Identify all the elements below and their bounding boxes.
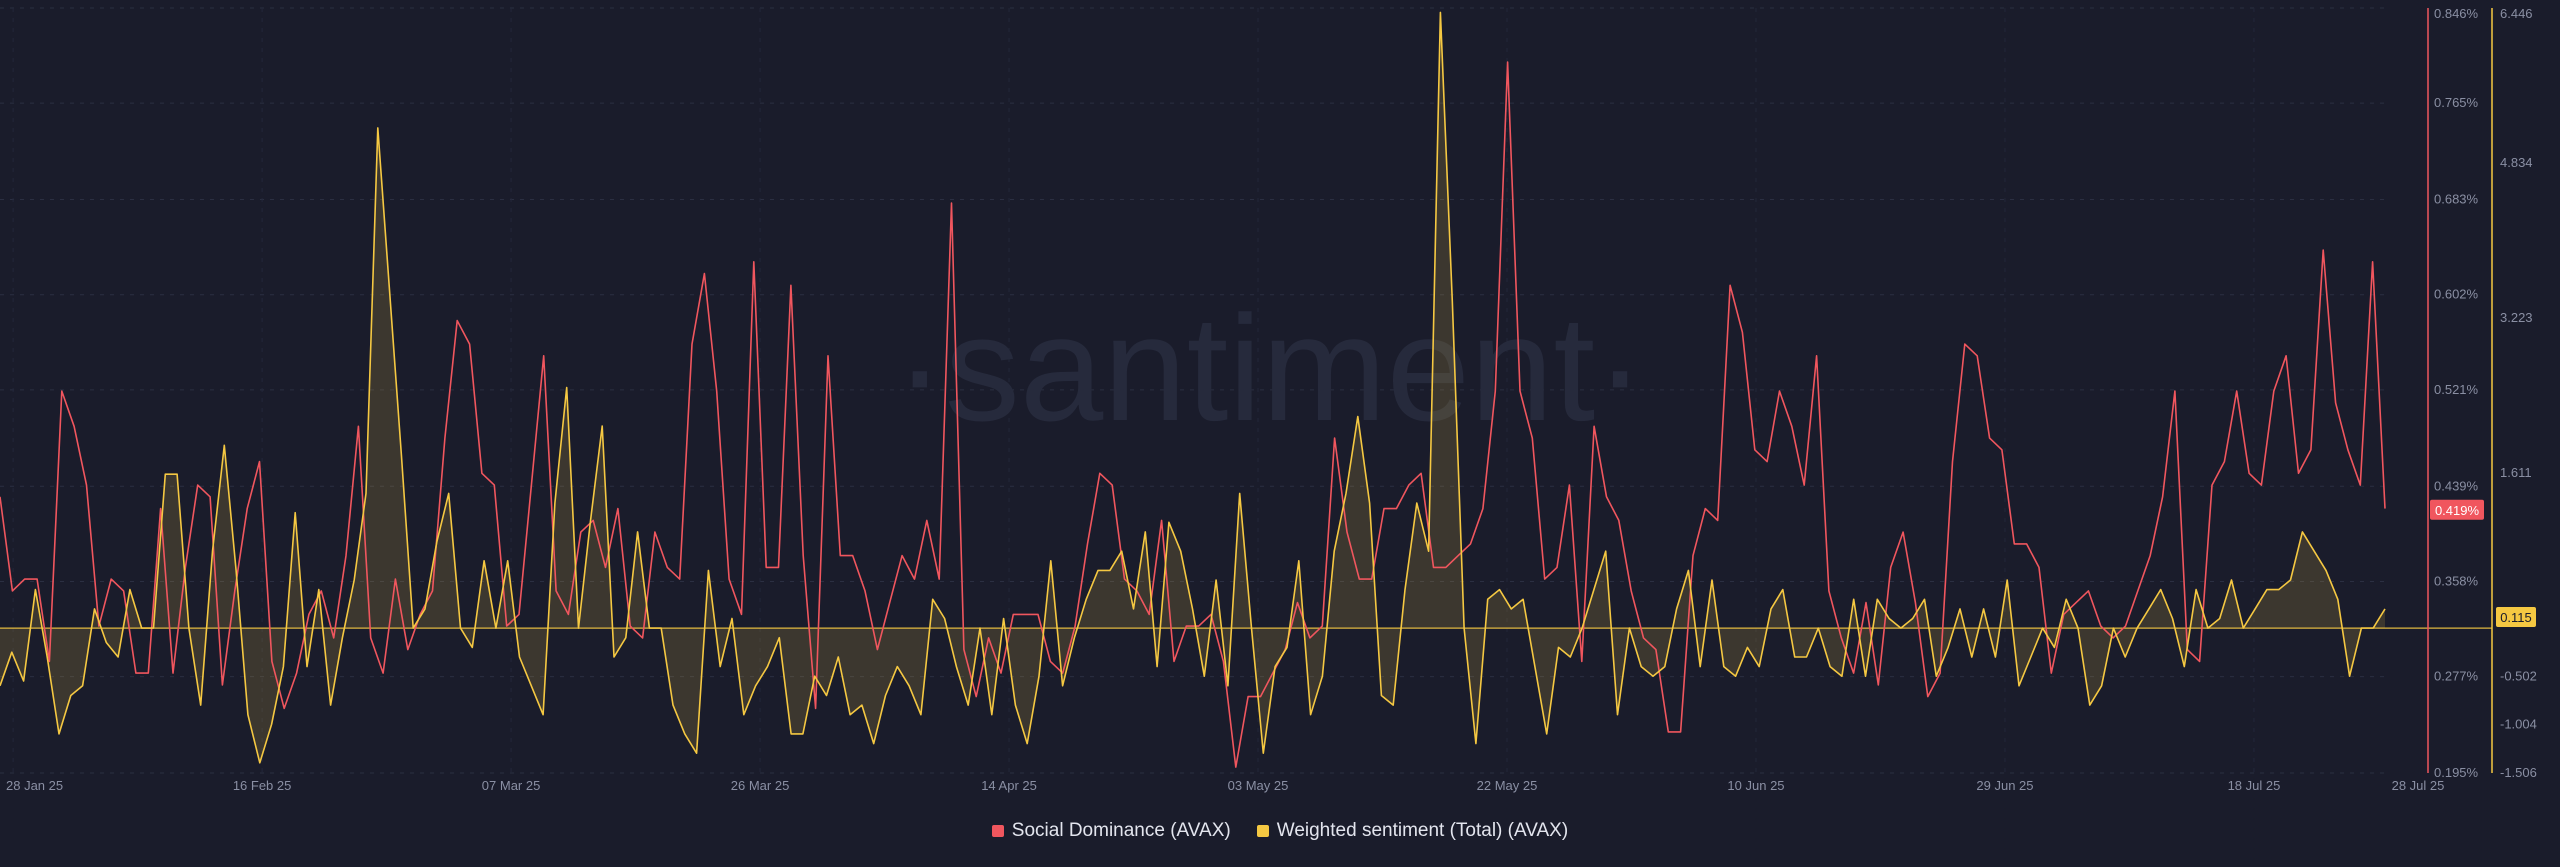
x-tick-label: 07 Mar 25 [482, 778, 541, 793]
x-tick-label: 14 Apr 25 [981, 778, 1037, 793]
legend-label-weighted-sentiment: Weighted sentiment (Total) (AVAX) [1276, 820, 1569, 841]
x-tick-label: 26 Mar 25 [731, 778, 790, 793]
x-tick-label: 28 Jan 25 [6, 778, 63, 793]
series-line-social-dominance [0, 61, 2386, 768]
x-tick-label: 18 Jul 25 [2228, 778, 2281, 793]
y-tick-label-social-dominance: 0.602% [2434, 287, 2479, 302]
x-tick-label: 28 Jul 25 [2392, 778, 2445, 793]
y-tick-label-weighted-sentiment: -0.502 [2500, 668, 2537, 683]
series-lines [0, 11, 2386, 768]
legend-label-social-dominance: Social Dominance (AVAX) [1011, 820, 1231, 841]
y-tick-label-weighted-sentiment: 6.446 [2500, 6, 2533, 21]
y-tick-label-social-dominance: 0.439% [2434, 478, 2479, 493]
legend-item-social-dominance[interactable]: Social Dominance (AVAX) [991, 820, 1231, 842]
grid [0, 7, 2385, 774]
legend-swatch-social-dominance [991, 825, 1004, 837]
y-tick-label-social-dominance: 0.683% [2434, 192, 2479, 207]
x-tick-label: 16 Feb 25 [233, 778, 292, 793]
current-value-label-weighted-sentiment: 0.115 [2500, 610, 2532, 625]
watermark: ·santiment· [895, 284, 1645, 452]
y-tick-label-weighted-sentiment: -1.004 [2500, 717, 2537, 732]
current-value-badge-social-dominance [2430, 499, 2484, 520]
x-tick-label: 03 May 25 [1228, 778, 1289, 793]
y-tick-label-weighted-sentiment: -1.506 [2500, 765, 2537, 780]
y-tick-label-weighted-sentiment: 3.223 [2500, 310, 2533, 325]
y-tick-label-social-dominance: 0.765% [2434, 95, 2479, 110]
current-value-badge-weighted-sentiment [2496, 607, 2536, 628]
y-tick-label-social-dominance: 0.195% [2434, 765, 2479, 780]
y-tick-label-social-dominance: 0.846% [2434, 6, 2479, 21]
legend: Social Dominance (AVAX) Weighted sentime… [0, 820, 2560, 842]
legend-swatch-weighted-sentiment [1256, 825, 1269, 837]
y-tick-label-weighted-sentiment: 4.834 [2500, 155, 2533, 170]
current-value-label-social-dominance: 0.419% [2435, 503, 2480, 518]
x-tick-label: 29 Jun 25 [1976, 778, 2033, 793]
series-line-weighted-sentiment [0, 11, 2386, 764]
y-tick-label-social-dominance: 0.521% [2434, 382, 2479, 397]
sentiment-area-fill [0, 12, 2385, 763]
y-tick-label-social-dominance: 0.358% [2434, 573, 2479, 588]
y-tick-label-weighted-sentiment: 1.611 [2500, 465, 2532, 480]
axes: 28 Jan 25 16 Feb 25 07 Mar 25 26 Mar 25 14 A… [6, 6, 2537, 793]
legend-item-weighted-sentiment[interactable]: Weighted sentiment (Total) (AVAX) [1256, 820, 1569, 842]
y-tick-label-social-dominance: 0.277% [2434, 669, 2479, 684]
x-tick-label: 22 May 25 [1477, 778, 1538, 793]
x-tick-label: 10 Jun 25 [1727, 778, 1784, 793]
